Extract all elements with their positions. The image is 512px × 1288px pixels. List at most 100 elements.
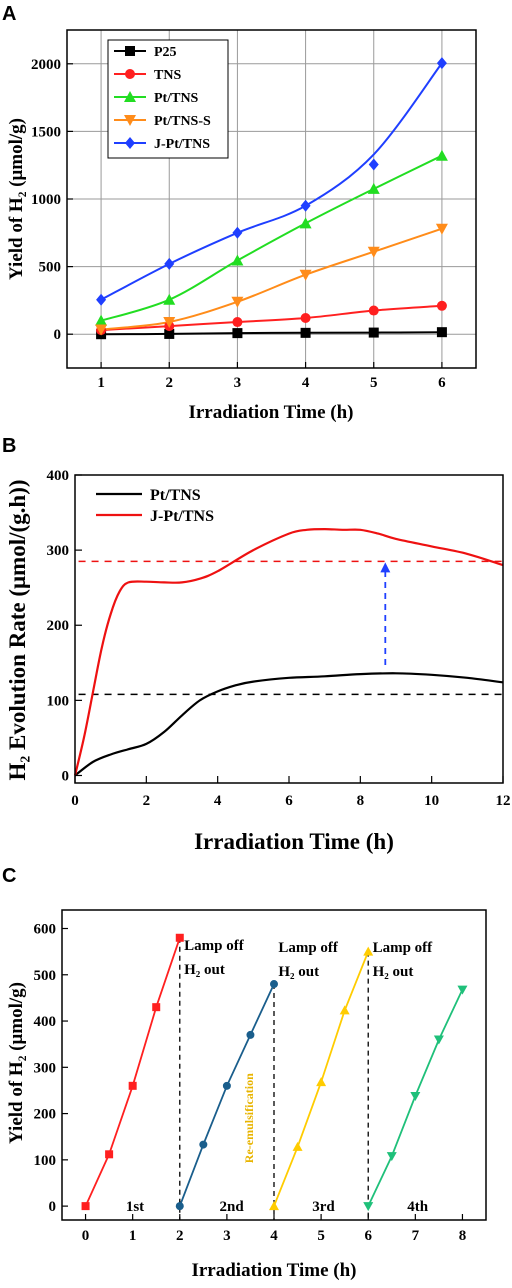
- chart-a-series-line: [101, 304, 442, 332]
- chart-a-point: [299, 269, 312, 281]
- chart-c-xtick-label: 2: [176, 1228, 184, 1244]
- chart-a-ytick-label: 500: [39, 260, 62, 276]
- chart-a-point: [436, 327, 447, 338]
- chart-a-point: [367, 182, 380, 194]
- chart-c-point: [269, 1201, 279, 1211]
- chart-a: 1 2 3 4 5 6 0 500 1000 1500 2000 P25 TNS Pt/TNS Pt/TN…: [6, 29, 477, 423]
- chart-c-xtick-label: 0: [82, 1228, 90, 1244]
- chart-a-legend-marker: [125, 69, 135, 79]
- chart-c-xtick-label: 7: [412, 1228, 420, 1244]
- chart-c-point: [339, 1005, 350, 1015]
- chart-c-point: [363, 946, 374, 956]
- chart-a-ylabel: Yield of H₂ (μmol/g): [6, 118, 27, 280]
- chart-a-xtick-label: 5: [370, 375, 378, 391]
- chart-c-ytick-label: 100: [34, 1153, 57, 1169]
- chart-c-cycle-label: 2nd: [220, 1199, 245, 1215]
- chart-a-point: [300, 199, 311, 212]
- chart-c-lamp-off-label: Lamp off: [373, 940, 434, 956]
- chart-a-legend: P25 TNS Pt/TNS Pt/TNS-S J-Pt/TNS: [107, 39, 229, 159]
- chart-c-ytick-label: 300: [34, 1060, 57, 1076]
- chart-a-point: [231, 296, 244, 308]
- chart-c-point: [386, 1152, 397, 1162]
- chart-b-xtick-label: 10: [424, 793, 439, 809]
- chart-c-markers: [81, 933, 468, 1212]
- panel-letter-b: B: [2, 435, 16, 457]
- chart-c-ytick-label: 600: [34, 922, 57, 938]
- chart-a-point: [435, 223, 448, 235]
- chart-c-h2-out-label: H₂ out: [278, 964, 319, 980]
- chart-c-xtick-label: 6: [364, 1228, 372, 1244]
- chart-c-annotations: Lamp off H₂ out Lamp off H₂ out Lamp off H₂ o…: [184, 938, 433, 1163]
- chart-c-point: [316, 1077, 327, 1087]
- chart-a-ytick-label: 1000: [31, 192, 61, 208]
- chart-c-h2-out-label: H₂ out: [184, 962, 225, 978]
- chart-c-cycle-labels: 1st 2nd 3rd 4th: [126, 1199, 429, 1215]
- chart-a-point: [435, 149, 448, 161]
- chart-c-cycle-label: 4th: [407, 1199, 428, 1215]
- chart-a-ticks: 1 2 3 4 5 6 0 500 1000 1500 2000: [31, 57, 446, 391]
- chart-b-series-line: [73, 527, 504, 776]
- chart-c-xtick-label: 3: [223, 1228, 231, 1244]
- chart-b-xtick-label: 2: [143, 793, 151, 809]
- chart-a-point: [232, 226, 243, 239]
- chart-c-point: [128, 1081, 137, 1090]
- chart-b-xtick-label: 12: [496, 793, 511, 809]
- chart-a-legend-marker: [124, 91, 136, 102]
- chart-c-point: [270, 980, 278, 989]
- chart-a-lines: [100, 62, 443, 336]
- chart-a-legend-marker: [125, 137, 135, 149]
- chart-c-cycle-label: 3rd: [312, 1199, 335, 1215]
- chart-c-re-emulsification-label: Re-emulsification: [242, 1073, 256, 1163]
- chart-a-point: [300, 327, 311, 338]
- chart-c-xtick-label: 5: [317, 1228, 325, 1244]
- chart-a-ytick-label: 2000: [31, 57, 61, 73]
- chart-b-xtick-label: 8: [357, 793, 365, 809]
- chart-a-xtick-label: 1: [97, 375, 105, 391]
- chart-a-point: [436, 57, 447, 70]
- chart-c-cycle-label: 1st: [126, 1199, 144, 1215]
- chart-c-ytick-label: 400: [34, 1014, 57, 1030]
- chart-c-point: [152, 1003, 161, 1012]
- chart-b-reference-lines: [78, 560, 503, 696]
- chart-b-frame: [74, 474, 504, 784]
- chart-c-ytick-label: 500: [34, 968, 57, 984]
- chart-b-xtick-label: 6: [285, 793, 293, 809]
- chart-c-point: [199, 1140, 208, 1149]
- chart-c-point: [292, 1141, 303, 1151]
- chart-a-xtick-label: 2: [166, 375, 174, 391]
- chart-c-point: [105, 1150, 114, 1159]
- chart-c-point: [410, 1092, 421, 1101]
- chart-a-legend-label: Pt/TNS-S: [154, 114, 211, 129]
- chart-c-ylabel: Yield of H₂ (μmol/g): [6, 982, 27, 1144]
- chart-c-xtick-label: 4: [270, 1228, 278, 1244]
- panel-letter-c: C: [2, 865, 16, 887]
- chart-a-point: [95, 314, 108, 326]
- chart-a-point: [96, 293, 107, 306]
- panel-letter-a: A: [2, 3, 16, 25]
- chart-b-xtick-label: 0: [71, 793, 79, 809]
- chart-c-point: [81, 1202, 90, 1211]
- chart-c-dividers: [179, 937, 369, 1220]
- chart-b-ticks: 0 2 4 6 8 10 12 0 100 200 300 400: [47, 468, 511, 809]
- chart-a-markers: [95, 57, 448, 340]
- chart-c-point: [175, 1202, 184, 1211]
- chart-a-legend-label: J-Pt/TNS: [154, 137, 210, 152]
- chart-a-xlabel: Irradiation Time (h): [188, 402, 353, 423]
- chart-a-ytick-label: 0: [54, 327, 62, 343]
- chart-a-legend-label: TNS: [154, 68, 181, 83]
- chart-a-point: [368, 327, 379, 338]
- chart-a-point: [368, 305, 379, 316]
- chart-a-xtick-label: 3: [234, 375, 242, 391]
- chart-b-lines: [73, 527, 504, 777]
- chart-a-legend-marker: [125, 46, 135, 56]
- chart-a-legend-marker: [124, 115, 136, 126]
- chart-a-ytick-label: 1500: [31, 124, 61, 140]
- chart-c-point: [363, 1202, 374, 1212]
- chart-b-ytick-label: 400: [47, 468, 70, 484]
- chart-b-legend: Pt/TNS J-Pt/TNS: [96, 487, 214, 525]
- chart-a-point: [300, 312, 311, 323]
- chart-c-xlabel: Irradiation Time (h): [191, 1260, 356, 1281]
- chart-c-xtick-label: 1: [129, 1228, 137, 1244]
- chart-b-ytick-label: 0: [62, 768, 70, 784]
